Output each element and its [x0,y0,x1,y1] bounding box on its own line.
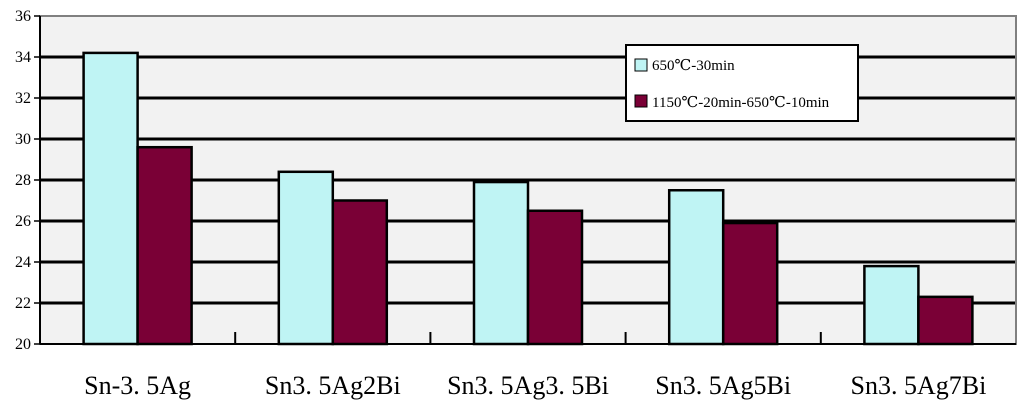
category-label: Sn3. 5Ag2Bi [265,371,401,400]
category-label: Sn3. 5Ag5Bi [655,371,791,400]
legend-swatch-series-1 [634,58,648,72]
y-tick-label: 22 [15,295,31,312]
legend: 650℃-30min 1150℃-20min-650℃-10min [625,44,859,122]
bar-series-2 [526,209,584,346]
y-tick-label: 34 [15,49,31,66]
legend-label-series-1: 650℃-30min [652,58,735,74]
y-tick-label: 28 [15,172,31,189]
y-axis-ticks: 20 22 24 26 28 30 32 34 36 [15,8,40,353]
bar-series-2 [136,145,193,346]
legend-label-series-2: 1150℃-20min-650℃-10min [652,95,830,111]
bar-series-1 [472,180,530,346]
bar-series-1 [863,264,920,346]
bar-series-1 [667,189,725,346]
bar-series-1 [82,51,139,346]
bar-series-2 [331,199,389,346]
category-label: Sn3. 5Ag7Bi [850,371,986,400]
category-labels: Sn-3. 5Ag Sn3. 5Ag2Bi Sn3. 5Ag3. 5Bi Sn3. 5… [84,371,986,400]
category-label: Sn3. 5Ag3. 5Bi [447,371,609,400]
y-tick-label: 20 [15,336,31,353]
bar-series-2 [721,221,779,346]
bar-series-2 [917,295,974,346]
y-tick-label: 30 [15,131,31,148]
legend-swatch-series-2 [634,94,648,108]
legend-box [625,44,859,122]
y-tick-label: 36 [15,8,31,25]
category-label: Sn-3. 5Ag [84,371,191,400]
y-tick-label: 26 [15,213,31,230]
bar-series-1 [277,170,335,346]
y-tick-label: 24 [15,254,31,271]
y-tick-label: 32 [15,90,31,107]
x-axis-ticks [234,332,822,344]
